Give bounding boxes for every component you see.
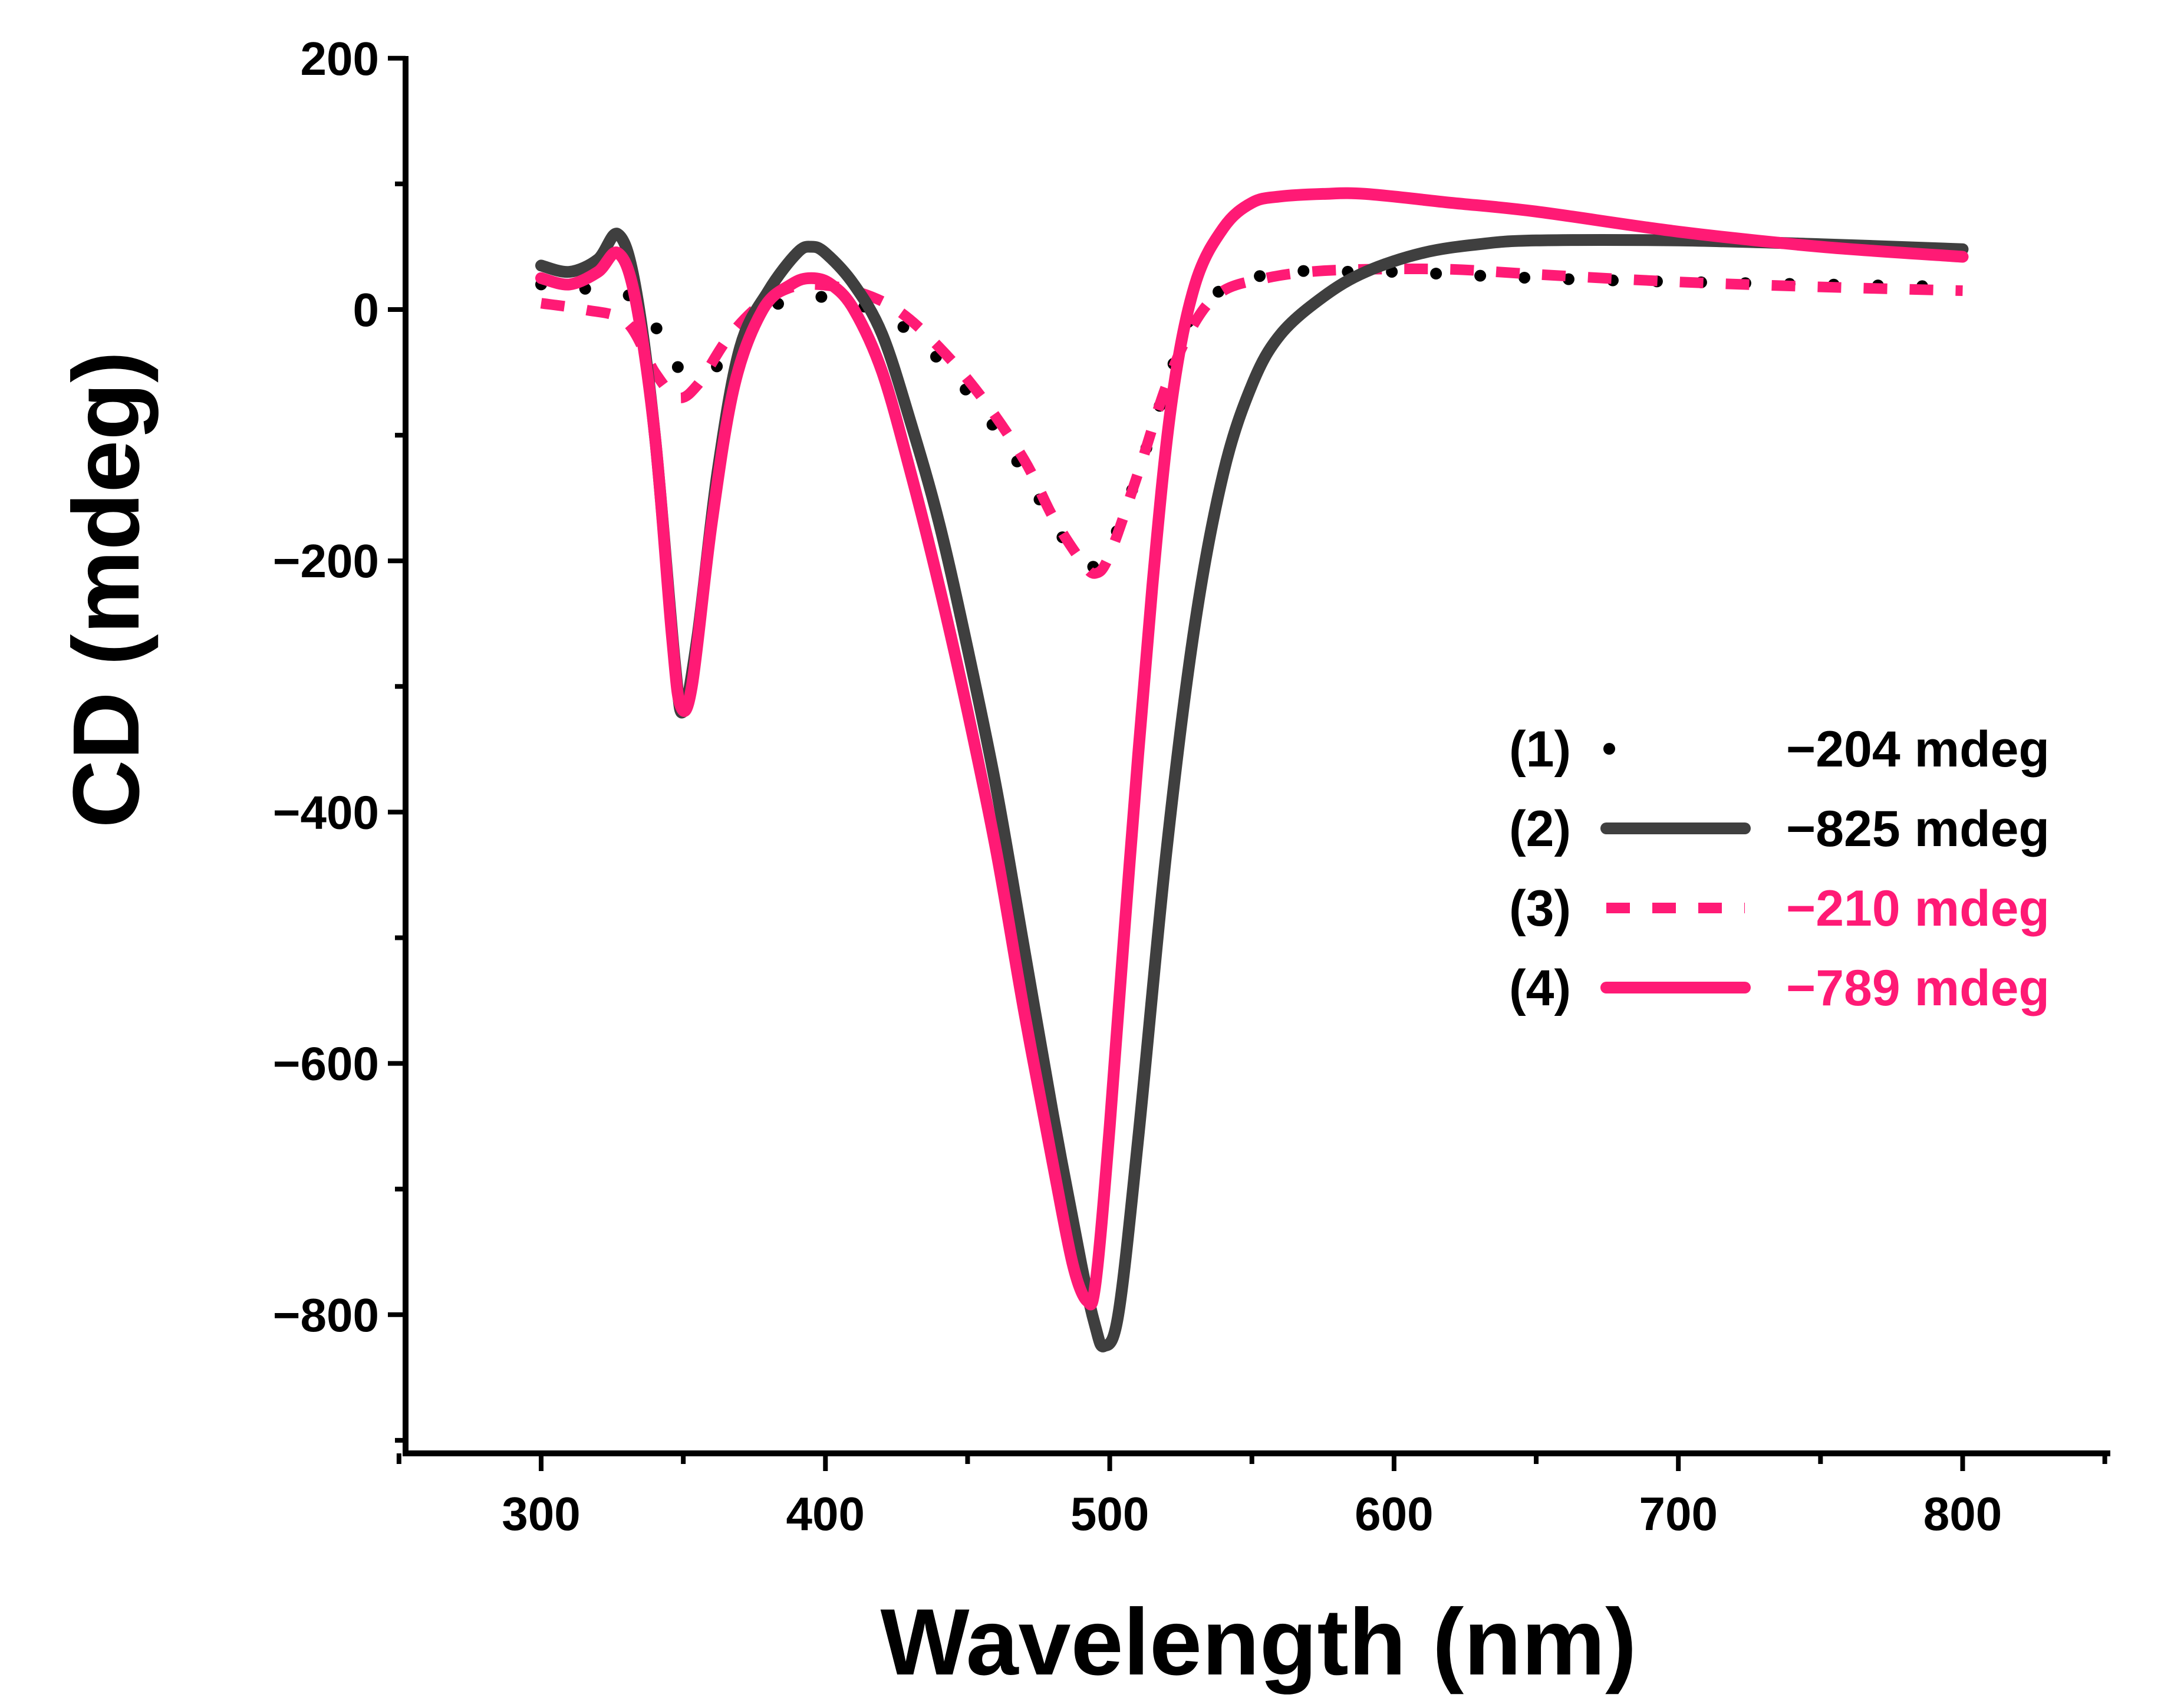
x-axis-title: Wavelength (nm) <box>881 1589 1637 1695</box>
x-tick-label: 400 <box>786 1488 865 1540</box>
y-ticks: 200 0 −200 −400 −600 −800 <box>273 32 406 1443</box>
legend-value-s2: −825 mdeg <box>1786 801 2050 857</box>
x-ticks: 300 400 500 600 700 800 <box>396 1453 2107 1540</box>
series-layer <box>535 187 1969 1353</box>
legend-value-s1: −204 mdeg <box>1786 721 2050 778</box>
x-tick-label: 700 <box>1639 1488 1717 1540</box>
y-axis-title: CD (mdeg) <box>53 351 159 828</box>
x-tick-label: 500 <box>1070 1488 1149 1540</box>
x-tick-label: 300 <box>502 1488 580 1540</box>
legend-label-s2: (2) <box>1509 801 1571 857</box>
legend-value-s4: −789 mdeg <box>1786 960 2050 1016</box>
y-tick-label: −400 <box>273 786 379 838</box>
x-tick-label: 600 <box>1355 1488 1433 1540</box>
y-tick-label: −800 <box>273 1289 379 1341</box>
plot-area: 200 0 −200 −400 −600 −800 300 400 500 600 700 800 <box>273 32 2110 1540</box>
legend-value-s3: −210 mdeg <box>1786 880 2050 937</box>
y-tick-label: 200 <box>301 32 379 85</box>
y-tick-label: 0 <box>353 284 380 336</box>
series-line-s4 <box>535 187 1969 1311</box>
legend-label-s3: (3) <box>1509 880 1571 937</box>
y-tick-label: −600 <box>273 1038 379 1090</box>
legend-label-s1: (1) <box>1509 721 1571 778</box>
legend: (1) −204 mdeg (2) −825 mdeg (3) −210 mdeg (4) −… <box>1509 721 2050 1016</box>
series-line-s3 <box>540 263 1963 579</box>
series-line-s2 <box>535 228 1969 1353</box>
y-tick-label: −200 <box>273 535 379 587</box>
legend-label-s4: (4) <box>1509 960 1571 1016</box>
x-tick-label: 800 <box>1923 1488 2002 1540</box>
